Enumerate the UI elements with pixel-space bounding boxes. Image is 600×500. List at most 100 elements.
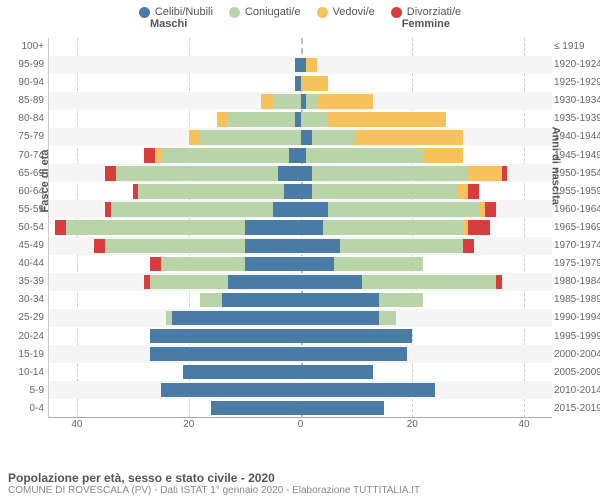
bar-segment [301, 293, 379, 307]
birth-tick: 1945-1949 [554, 147, 600, 165]
male-half [49, 110, 301, 128]
bar-segment [328, 202, 479, 216]
birth-tick: 1965-1969 [554, 219, 600, 237]
birth-tick: 2015-2019 [554, 400, 600, 418]
footer-title: Popolazione per età, sesso e stato civil… [8, 471, 592, 485]
birth-tick: 1955-1959 [554, 183, 600, 201]
female-half [301, 146, 553, 164]
bar-segment [172, 311, 301, 325]
male-half [49, 146, 301, 164]
bar-segment [189, 130, 200, 144]
age-tick: 40-44 [8, 255, 44, 273]
bar-segment [228, 112, 295, 126]
pyramid-row [49, 146, 552, 164]
female-half [301, 237, 553, 255]
bar-segment [183, 365, 300, 379]
bar-segment [379, 311, 396, 325]
bar-segment [301, 257, 335, 271]
legend-label: Vedovi/e [333, 6, 375, 18]
pyramid-row [49, 345, 552, 363]
bar-segment [278, 166, 300, 180]
pyramid-row [49, 218, 552, 236]
bar-segment [468, 220, 490, 234]
bar-segment [301, 202, 329, 216]
legend-swatch [317, 7, 328, 18]
female-half [301, 56, 553, 74]
bar-segment [200, 130, 301, 144]
gender-headers: Maschi Femmine [0, 18, 600, 38]
female-half [301, 182, 553, 200]
bar-segment [323, 220, 463, 234]
legend-item: Coniugati/e [229, 6, 301, 18]
bar-segment [217, 112, 228, 126]
pyramid-row [49, 399, 552, 417]
birth-tick: 1995-1999 [554, 328, 600, 346]
age-tick: 25-29 [8, 309, 44, 327]
bar-segment [144, 148, 155, 162]
pyramid-row [49, 363, 552, 381]
age-tick: 45-49 [8, 237, 44, 255]
bar-segment [463, 239, 474, 253]
female-half [301, 381, 553, 399]
x-tick: 0 [298, 419, 304, 430]
footer: Popolazione per età, sesso e stato civil… [8, 471, 592, 496]
bar-segment [289, 148, 300, 162]
bar-segment [379, 293, 424, 307]
male-half [49, 399, 301, 417]
bar-segment [105, 239, 245, 253]
bar-segment [306, 94, 317, 108]
bar-segment [317, 94, 373, 108]
bar-segment [362, 275, 496, 289]
bar-segment [301, 311, 379, 325]
female-half [301, 38, 553, 56]
pyramid-row [49, 56, 552, 74]
male-half [49, 327, 301, 345]
female-half [301, 74, 553, 92]
x-tick: 40 [518, 419, 529, 430]
pyramid-row [49, 327, 552, 345]
birth-tick: 1985-1989 [554, 291, 600, 309]
birth-tick: 1975-1979 [554, 255, 600, 273]
pyramid-row [49, 381, 552, 399]
pyramid-row [49, 110, 552, 128]
birth-tick: 2005-2009 [554, 364, 600, 382]
bar-segment [228, 275, 301, 289]
bar-segment [306, 148, 423, 162]
male-half [49, 309, 301, 327]
age-tick: 85-89 [8, 92, 44, 110]
female-half [301, 291, 553, 309]
pyramid-row [49, 164, 552, 182]
age-tick: 20-24 [8, 328, 44, 346]
bar-segment [301, 184, 312, 198]
age-tick: 100+ [8, 38, 44, 56]
pyramid-row [49, 38, 552, 56]
birth-tick: 1950-1954 [554, 165, 600, 183]
bar-segment [301, 220, 323, 234]
bar-segment [468, 184, 479, 198]
age-tick: 95-99 [8, 56, 44, 74]
bar-segment [301, 112, 329, 126]
age-tick: 55-59 [8, 201, 44, 219]
pyramid-row [49, 182, 552, 200]
age-tick: 0-4 [8, 400, 44, 418]
bar-segment [301, 239, 340, 253]
bar-segment [161, 257, 245, 271]
bar-segment [423, 148, 462, 162]
bar-segment [261, 94, 272, 108]
bar-segment [328, 112, 445, 126]
bar-segment [66, 220, 245, 234]
bar-segment [485, 202, 496, 216]
bar-segment [502, 166, 508, 180]
female-half [301, 327, 553, 345]
bar-segment [150, 257, 161, 271]
bar-segment [301, 130, 312, 144]
male-half [49, 218, 301, 236]
pyramid-row [49, 128, 552, 146]
x-tick: 40 [71, 419, 82, 430]
age-tick: 90-94 [8, 74, 44, 92]
header-male: Maschi [150, 18, 187, 30]
legend-label: Divorziati/e [407, 6, 461, 18]
male-half [49, 92, 301, 110]
male-half [49, 56, 301, 74]
bar-segment [468, 166, 502, 180]
